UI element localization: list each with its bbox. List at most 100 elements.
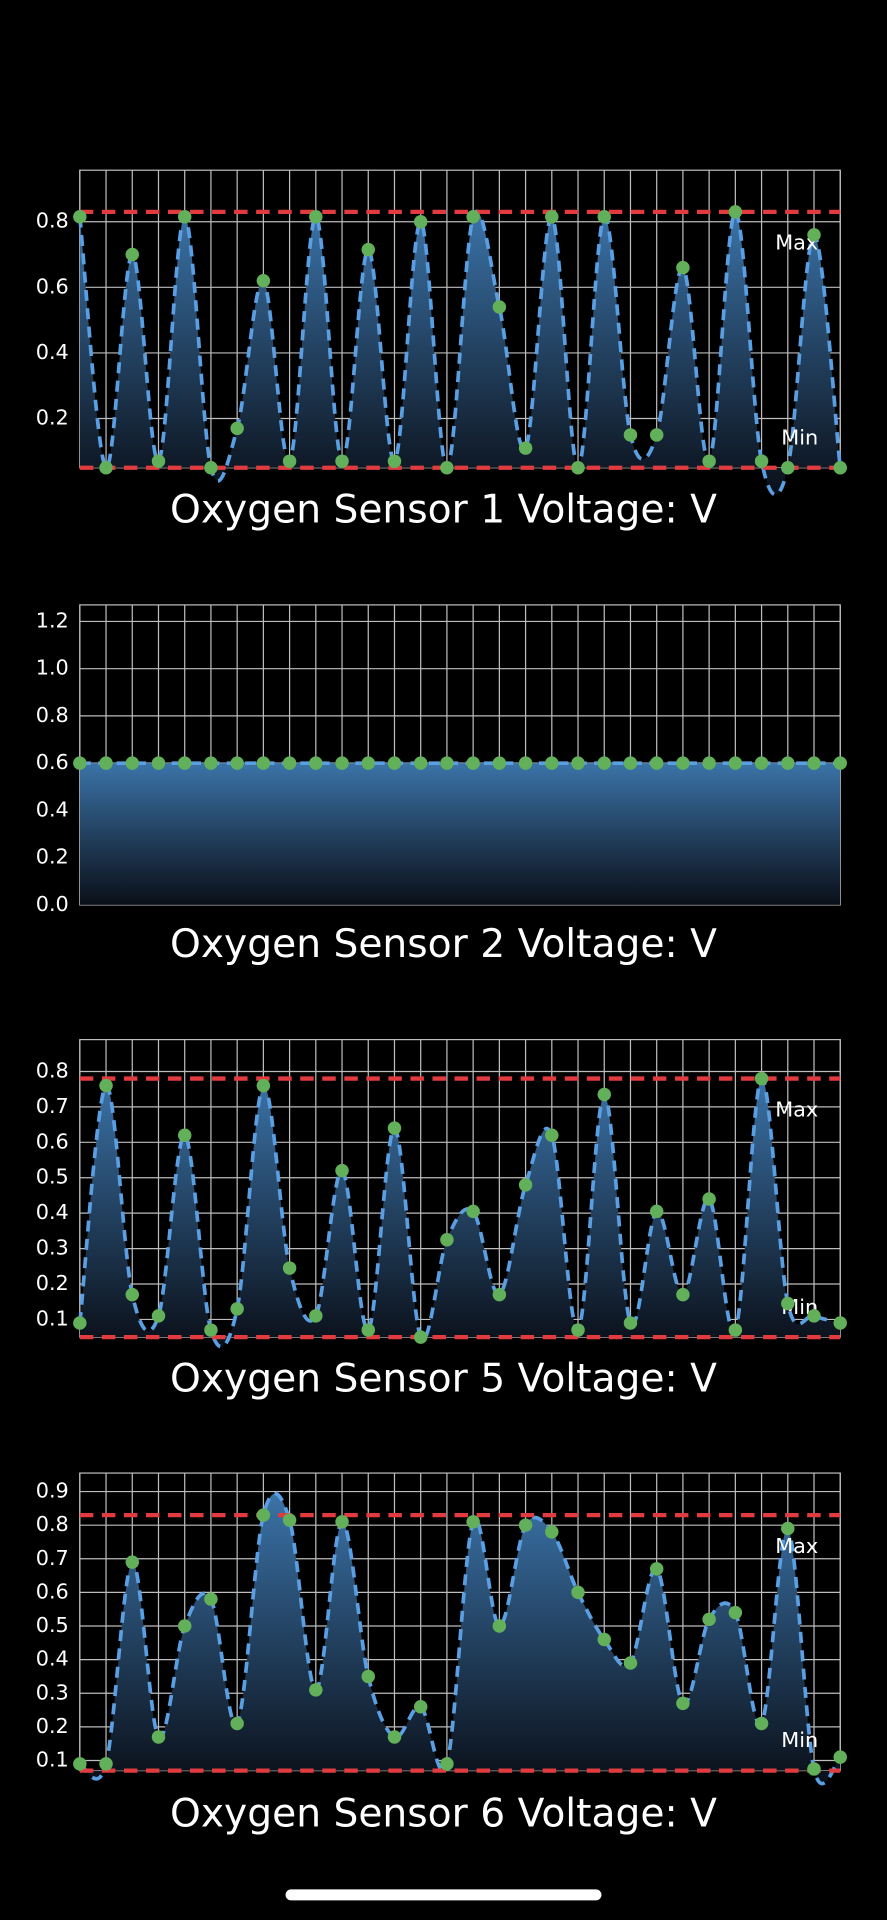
point: [151, 454, 166, 468]
point: [99, 1078, 113, 1093]
point: [361, 1669, 375, 1684]
point: [73, 756, 87, 770]
area: [79, 1078, 841, 1347]
point: [597, 756, 611, 770]
point: [466, 1204, 480, 1219]
point: [597, 1087, 611, 1102]
y-tick-label: 0.4: [36, 1200, 69, 1224]
point: [125, 247, 140, 262]
y-tick-label: 0.5: [36, 1165, 69, 1189]
point: [571, 756, 585, 770]
point: [676, 1287, 690, 1302]
min-label: Min: [781, 425, 818, 449]
point: [309, 1309, 323, 1323]
point: [387, 454, 402, 468]
point: [387, 1730, 402, 1744]
point: [545, 1128, 559, 1142]
point: [440, 461, 454, 475]
point: [335, 756, 349, 770]
y-tick-label: 0.1: [36, 1748, 69, 1772]
point: [73, 1316, 87, 1330]
y-tick-label: 0.7: [36, 1546, 69, 1570]
y-tick-label: 0.8: [36, 703, 69, 727]
point: [649, 756, 664, 770]
y-tick-label: 0.4: [36, 797, 69, 821]
point: [492, 1287, 507, 1302]
home-indicator: [285, 1889, 602, 1901]
point: [335, 1163, 349, 1178]
min-label: Min: [781, 1728, 818, 1752]
point: [781, 461, 795, 475]
y-tick-label: 0.2: [36, 1714, 69, 1738]
point: [833, 1750, 847, 1764]
point: [781, 756, 795, 770]
point: [125, 756, 140, 770]
y-tick-label: 0.4: [36, 340, 69, 364]
point: [309, 1683, 323, 1697]
max-label: Max: [775, 1534, 818, 1558]
point: [702, 454, 716, 468]
point: [754, 454, 769, 468]
point: [623, 428, 638, 442]
point: [387, 1121, 402, 1135]
point: [623, 756, 638, 770]
point: [440, 1232, 454, 1247]
point: [702, 1612, 716, 1627]
point: [754, 1716, 769, 1731]
point: [571, 461, 585, 475]
point: [728, 205, 743, 219]
point: [204, 461, 218, 475]
y-tick-label: 0.6: [36, 750, 69, 774]
point: [413, 1330, 428, 1344]
point: [282, 1261, 297, 1275]
point: [230, 1716, 244, 1731]
point: [571, 1585, 585, 1600]
point: [282, 454, 297, 468]
y-tick-label: 0.6: [36, 1579, 69, 1603]
point: [440, 756, 454, 770]
point: [256, 274, 271, 288]
point: [545, 756, 559, 770]
point: [807, 228, 821, 242]
point: [282, 756, 297, 770]
y-tick-label: 0.6: [36, 1129, 69, 1153]
point: [649, 1204, 664, 1219]
point: [230, 756, 244, 770]
point: [492, 756, 507, 770]
area: [79, 763, 841, 905]
point: [518, 756, 533, 770]
point: [177, 1128, 192, 1142]
point: [177, 756, 192, 770]
area: [79, 1493, 841, 1784]
point: [73, 1757, 87, 1771]
point: [335, 1515, 349, 1529]
point: [309, 210, 323, 224]
y-tick-label: 0.8: [36, 209, 69, 233]
y-tick-label: 0.2: [36, 406, 69, 430]
point: [728, 1605, 743, 1620]
point: [413, 214, 428, 229]
point: [728, 756, 743, 770]
chart-title: Oxygen Sensor 2 Voltage: V: [170, 922, 717, 967]
point: [492, 1619, 507, 1633]
y-tick-label: 0.6: [36, 274, 69, 298]
point: [204, 1592, 218, 1606]
point: [754, 1071, 769, 1086]
point: [466, 756, 480, 770]
point: [151, 1309, 166, 1323]
point: [623, 1316, 638, 1330]
point: [833, 461, 847, 475]
point: [125, 1555, 140, 1569]
max-label: Max: [775, 1097, 818, 1121]
point: [413, 756, 428, 770]
point: [413, 1699, 428, 1714]
point: [256, 1078, 271, 1093]
point: [597, 210, 611, 224]
point: [833, 1316, 847, 1330]
y-tick-label: 0.0: [36, 892, 69, 916]
chart: 0.0 0.2 0.4 0.6 0.8 1.0 1.2 Oxygen Sensor 2 Vol…: [36, 604, 847, 967]
y-tick-label: 0.8: [36, 1058, 69, 1082]
point: [99, 461, 113, 475]
line: [78, 1491, 842, 1786]
